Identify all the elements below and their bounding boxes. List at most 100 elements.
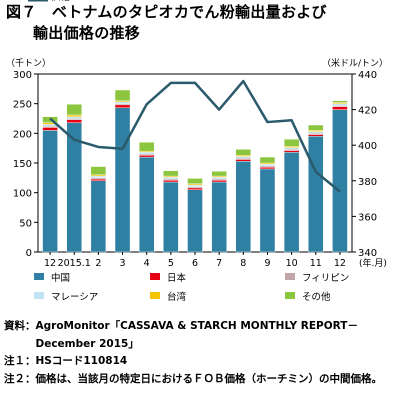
bar-segment <box>163 177 179 180</box>
bar-segment <box>66 114 82 117</box>
legend-swatch <box>34 292 44 299</box>
note-1-text: HSコード110814 <box>35 355 128 367</box>
x-tick-label: 7 <box>216 258 222 269</box>
bar-segment <box>138 155 155 158</box>
bar-segment <box>66 116 82 119</box>
x-tick-label: 3 <box>120 258 126 269</box>
bar-segment <box>332 100 348 103</box>
bar-segment <box>114 107 131 253</box>
chart: （千トン） （米ドル/トン） 0 50 100 150 200 250 300 340 360 380… <box>6 0 388 303</box>
left-tick-label: 0 <box>26 248 32 259</box>
bar-segment <box>114 104 131 109</box>
bar-segment <box>187 184 203 187</box>
bar-segment <box>332 106 348 110</box>
left-tick-label: 200 <box>13 129 32 140</box>
x-tick-label: 12 <box>334 258 346 269</box>
bar-segment <box>187 189 203 253</box>
note-source-label: 資料： <box>4 320 36 332</box>
legend-label: 価格 <box>51 0 71 3</box>
legend-label: 台湾 <box>167 291 187 303</box>
x-tick-label: 6 <box>192 258 198 269</box>
note-1-label: 注１： <box>4 355 36 367</box>
note-source-text: AgroMonitor「CASSAVA & STARCH MONTHLY REP… <box>35 320 358 350</box>
legend-label: フィリピン <box>302 273 349 284</box>
bar-segment <box>283 150 300 153</box>
x-axis-unit: (年.月) <box>359 257 387 269</box>
left-tick-label: 300 <box>13 70 32 81</box>
right-tick-label: 420 <box>358 106 377 117</box>
x-tick-label: 10 <box>286 258 298 269</box>
figure-title-line1: 図７ ベトナムのタピオカでん粉輸出量および <box>6 3 327 21</box>
legend-swatch <box>285 292 295 299</box>
bar-segment <box>138 152 155 155</box>
legend-label: 日本 <box>167 272 187 284</box>
bar-segment <box>332 109 348 253</box>
bar-segment <box>211 171 227 177</box>
bar-segment <box>283 147 300 150</box>
note-2-text: 価格は、当該月の特定日におけるＦＯＢ価格（ホーチミン）の中間価格。 <box>35 372 383 385</box>
legend-swatch <box>285 273 295 280</box>
bar-segment <box>283 139 300 147</box>
right-tick-label: 340 <box>358 248 377 259</box>
bar-segment <box>66 119 82 123</box>
x-tick-label: 2015.1 <box>58 258 91 269</box>
left-axis-unit: （千トン） <box>6 58 51 69</box>
bar-segment <box>187 178 203 184</box>
bar-segment <box>283 152 300 253</box>
bar-segment <box>211 177 227 180</box>
figure-title: 図７ ベトナムのタピオカでん粉輸出量および 輸出価格の推移 <box>6 2 327 44</box>
x-tick-label: 8 <box>240 258 246 269</box>
note-source: 資料： AgroMonitor「CASSAVA & STARCH MONTHLY… <box>4 318 398 353</box>
bar-segment <box>211 180 227 183</box>
bar-segment <box>308 136 324 253</box>
bar-segment <box>90 175 107 179</box>
bar-segment <box>308 124 324 131</box>
left-tick-label: 250 <box>13 100 32 111</box>
right-tick-label: 440 <box>358 70 377 81</box>
bar-segment <box>211 181 227 253</box>
bar-segment <box>235 159 252 162</box>
bar-segment <box>308 134 324 137</box>
note-1: 注１： HSコード110814 <box>4 353 398 371</box>
x-tick-label: 12 <box>44 258 56 269</box>
bar-segment <box>235 156 252 159</box>
right-tick-label: 380 <box>358 177 377 188</box>
legend-swatch <box>150 273 160 280</box>
legend-swatch <box>34 273 44 280</box>
bar-segment <box>163 181 179 253</box>
bar-segment <box>90 166 107 176</box>
bar-segment <box>114 89 131 101</box>
bar-segment <box>259 166 276 170</box>
x-tick-label: 5 <box>168 258 174 269</box>
note-2: 注２： 価格は、当該月の特定日におけるＦＯＢ価格（ホーチミン）の中間価格。 <box>4 371 398 389</box>
legend-label: マレーシア <box>51 292 98 303</box>
left-tick-label: 100 <box>13 189 32 200</box>
bar-segment <box>90 180 107 253</box>
bar-segment <box>138 156 155 253</box>
bar-segment <box>187 187 203 190</box>
bar-segment <box>332 103 348 106</box>
legend-swatch <box>150 292 160 299</box>
bar-segment <box>42 130 58 253</box>
x-tick-label: 4 <box>144 258 150 269</box>
right-axis-unit: （米ドル/トン） <box>322 57 388 69</box>
bar-segment <box>42 127 58 131</box>
bar-segment <box>235 149 252 156</box>
notes: 資料： AgroMonitor「CASSAVA & STARCH MONTHLY… <box>4 318 398 388</box>
x-tick-label: 11 <box>310 258 322 269</box>
bar-segment <box>259 163 276 167</box>
bar-segment <box>138 142 155 152</box>
legend-label: 中国 <box>51 272 70 284</box>
bar-segment <box>66 104 82 116</box>
bar-segment <box>259 168 276 253</box>
legend-label: その他 <box>302 291 331 303</box>
x-tick-label: 9 <box>264 258 270 269</box>
bar-segment <box>308 131 324 134</box>
bar-segment <box>259 156 276 164</box>
note-2-label: 注２： <box>4 372 36 385</box>
bar-segment <box>163 180 179 183</box>
right-tick-label: 360 <box>358 212 377 223</box>
bar-segment <box>163 170 179 177</box>
left-tick-label: 150 <box>13 159 32 170</box>
bar-segment <box>114 101 131 104</box>
